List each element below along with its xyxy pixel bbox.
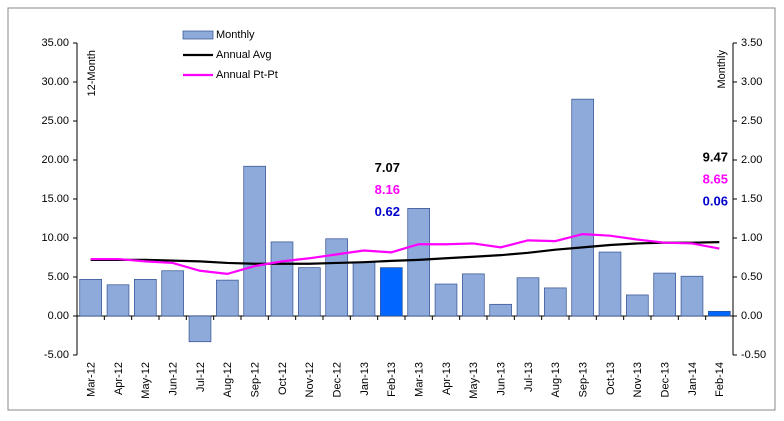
x-tick-label: Dec-13 <box>660 362 672 397</box>
y-tick-label: 0.00 <box>48 310 69 322</box>
bar <box>489 303 512 317</box>
y-tick-label: 20.00 <box>41 154 69 166</box>
x-tick-label: May-12 <box>140 362 152 399</box>
chart-frame <box>7 7 776 411</box>
legend-label: Annual Pt-Pt <box>216 69 278 81</box>
data-label: 8.16 <box>375 182 400 197</box>
bar <box>79 278 102 317</box>
x-tick-label: Mar-12 <box>86 362 98 397</box>
x-tick-label: Dec-12 <box>332 362 344 397</box>
y2-tick-label: -0.50 <box>741 349 766 361</box>
x-tick-label: Mar-13 <box>414 362 426 397</box>
y-axis-title: 12-Month <box>86 50 98 96</box>
x-tick-label: Apr-12 <box>113 362 125 395</box>
x-tick-label: Apr-13 <box>441 362 453 395</box>
data-label: 7.07 <box>375 160 400 175</box>
legend-swatch <box>182 30 214 40</box>
y2-tick-label: 0.00 <box>741 310 762 322</box>
y-tick-label: -5.00 <box>44 349 69 361</box>
x-tick-label: Sep-13 <box>578 362 590 397</box>
x-tick-label: Aug-13 <box>550 362 562 397</box>
bar <box>325 238 348 317</box>
data-label: 0.62 <box>375 204 400 219</box>
x-tick-label: Jul-13 <box>523 362 535 392</box>
bar <box>134 278 157 317</box>
x-tick-label: Jul-12 <box>195 362 207 392</box>
y-tick-label: 25.00 <box>41 115 69 127</box>
bar <box>106 284 130 317</box>
x-tick-label: Feb-13 <box>386 362 398 397</box>
y2-tick-label: 1.50 <box>741 193 762 205</box>
bar <box>680 275 704 317</box>
bar <box>270 241 294 317</box>
x-tick-label: Oct-12 <box>277 362 289 395</box>
bar <box>626 294 649 317</box>
bar <box>380 267 403 317</box>
x-tick-label: Jun-13 <box>496 362 508 396</box>
y2-tick-label: 0.50 <box>741 271 762 283</box>
line <box>90 241 720 265</box>
y2-tick-label: 3.50 <box>741 37 762 49</box>
bar <box>298 267 321 317</box>
y-tick-label: 30.00 <box>41 76 69 88</box>
bar <box>516 277 540 317</box>
x-tick-label: Jan-13 <box>359 362 371 396</box>
x-tick-label: Nov-12 <box>304 362 316 397</box>
data-label: 9.47 <box>703 150 728 165</box>
bar <box>352 261 376 317</box>
y2-axis-title: Monthly <box>716 50 728 89</box>
y-tick-label: 10.00 <box>41 232 69 244</box>
bar <box>407 208 430 317</box>
bar <box>216 279 239 317</box>
data-label: 0.06 <box>703 194 728 209</box>
x-tick-label: Jan-14 <box>687 362 699 396</box>
x-tick-label: Oct-13 <box>605 362 617 395</box>
x-tick-label: May-13 <box>468 362 480 399</box>
x-tick-label: Feb-14 <box>714 362 726 397</box>
x-tick-label: Jun-12 <box>168 362 180 396</box>
bar <box>653 272 676 317</box>
line <box>90 232 720 275</box>
data-label: 8.65 <box>703 172 728 187</box>
bar <box>188 315 212 343</box>
y2-tick-label: 1.00 <box>741 232 762 244</box>
bar <box>571 98 594 317</box>
bar <box>598 251 622 317</box>
y2-tick-label: 2.00 <box>741 154 762 166</box>
bar <box>544 287 567 317</box>
bar <box>161 270 184 317</box>
legend-label: Monthly <box>216 29 255 41</box>
y-tick-label: 35.00 <box>41 37 69 49</box>
y-tick-label: 5.00 <box>48 271 69 283</box>
legend-label: Annual Avg <box>216 49 271 61</box>
x-tick-label: Aug-12 <box>222 362 234 397</box>
y2-tick-label: 2.50 <box>741 115 762 127</box>
bar <box>243 165 266 317</box>
bar <box>708 310 731 317</box>
y-tick-label: 15.00 <box>41 193 69 205</box>
x-tick-label: Nov-13 <box>632 362 644 397</box>
y2-tick-label: 3.00 <box>741 76 762 88</box>
x-tick-label: Sep-12 <box>250 362 262 397</box>
bar <box>434 283 458 317</box>
bar <box>462 273 485 317</box>
